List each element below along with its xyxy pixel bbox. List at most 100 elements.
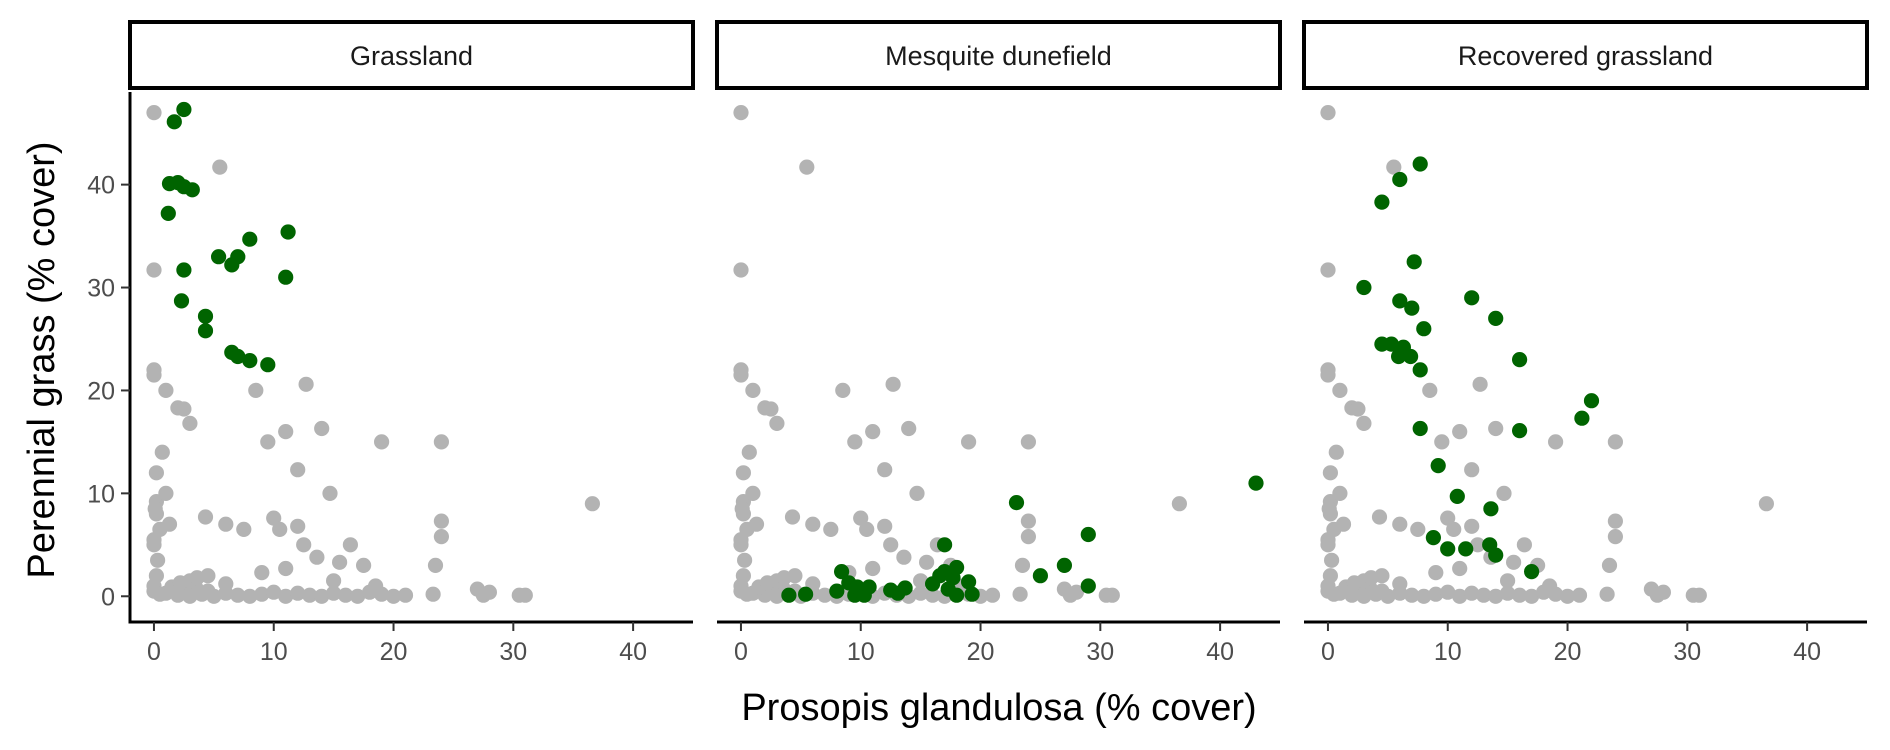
highlight-point <box>1412 156 1428 172</box>
highlight-point <box>1032 568 1048 584</box>
background-point <box>1392 516 1408 532</box>
background-point <box>735 506 752 522</box>
background-point <box>877 462 893 478</box>
background-point <box>1446 521 1462 538</box>
background-point <box>1516 537 1532 553</box>
background-point <box>1488 420 1504 437</box>
background-point <box>309 549 325 565</box>
background-point <box>260 434 276 450</box>
background-point <box>859 521 875 538</box>
facet-strip <box>128 20 695 90</box>
highlight-point <box>1512 423 1528 439</box>
highlight-point <box>176 262 192 278</box>
background-point <box>1404 587 1420 603</box>
background-point <box>368 578 384 594</box>
background-point <box>1328 444 1344 460</box>
background-point <box>1440 584 1456 600</box>
background-point <box>272 521 288 538</box>
highlight-point <box>197 308 214 324</box>
background-point <box>1322 465 1338 481</box>
highlight-point <box>1392 171 1408 188</box>
background-point <box>148 506 164 522</box>
panel-mesquite-dunefield: Mesquite dunefield 0 10 20 30 40 <box>715 20 1282 666</box>
background-point <box>883 537 899 553</box>
highlight-point <box>1488 310 1504 326</box>
background-point <box>584 496 601 512</box>
background-point <box>1332 382 1348 398</box>
background-point <box>853 510 869 526</box>
background-point <box>1350 401 1366 417</box>
highlight-point <box>1412 362 1428 378</box>
background-point <box>481 584 497 600</box>
highlight-point <box>1404 300 1420 316</box>
background-point <box>433 513 449 529</box>
background-point <box>1472 376 1488 392</box>
background-point <box>1542 578 1558 594</box>
background-point <box>1500 573 1516 589</box>
background-point <box>266 584 282 600</box>
y-tick-label: 10 <box>87 480 115 508</box>
background-point <box>1758 496 1774 512</box>
background-point <box>741 444 757 460</box>
highlight-point <box>1080 526 1096 543</box>
background-point <box>835 382 851 398</box>
highlight-point <box>1430 458 1446 474</box>
background-point <box>374 434 390 450</box>
x-tick-label: 40 <box>1793 638 1821 666</box>
background-point <box>1476 587 1492 603</box>
background-point <box>1392 576 1408 592</box>
highlight-point <box>1458 541 1474 557</box>
highlight-point <box>781 587 797 603</box>
highlight-point <box>1583 393 1600 409</box>
background-point <box>350 588 366 604</box>
background-point <box>338 587 354 603</box>
background-point <box>1324 552 1340 568</box>
background-point <box>197 509 214 525</box>
background-point <box>397 587 414 603</box>
background-point <box>847 434 863 450</box>
x-tick-label: 0 <box>147 638 161 666</box>
background-point <box>748 516 765 532</box>
background-point <box>158 485 174 501</box>
background-point <box>1607 529 1623 545</box>
x-tick-label: 20 <box>380 638 408 666</box>
background-point <box>913 573 929 589</box>
background-point <box>1691 587 1707 603</box>
highlight-point <box>961 574 977 590</box>
highlight-point <box>1440 541 1456 557</box>
background-point <box>322 485 338 501</box>
background-point <box>1607 513 1623 529</box>
highlight-point <box>260 357 276 373</box>
background-point <box>1020 513 1036 529</box>
highlight-point <box>834 564 850 580</box>
background-point <box>146 367 162 383</box>
background-point <box>1434 434 1450 450</box>
background-point <box>805 516 821 532</box>
highlight-point <box>1406 254 1422 270</box>
background-point <box>314 588 330 604</box>
background-point <box>254 565 270 581</box>
background-point <box>146 262 162 278</box>
background-point <box>298 376 314 392</box>
highlight-point <box>1356 279 1372 296</box>
background-point <box>150 552 166 568</box>
background-point <box>1607 434 1623 450</box>
background-point <box>1371 509 1388 525</box>
background-point <box>342 537 358 553</box>
background-point <box>242 588 258 604</box>
highlight-point <box>197 323 214 339</box>
background-point <box>1559 588 1576 604</box>
highlight-point <box>1524 564 1540 580</box>
background-point <box>1356 415 1372 431</box>
background-point <box>1571 587 1588 603</box>
highlight-point <box>160 205 176 221</box>
background-point <box>1496 485 1512 501</box>
background-point <box>913 585 929 601</box>
background-point <box>1104 587 1120 603</box>
highlight-point <box>230 348 246 365</box>
x-tick-label: 0 <box>734 638 748 666</box>
background-point <box>302 587 318 603</box>
highlight-point <box>829 583 845 599</box>
background-point <box>427 557 444 574</box>
highlight-point <box>1412 420 1428 437</box>
